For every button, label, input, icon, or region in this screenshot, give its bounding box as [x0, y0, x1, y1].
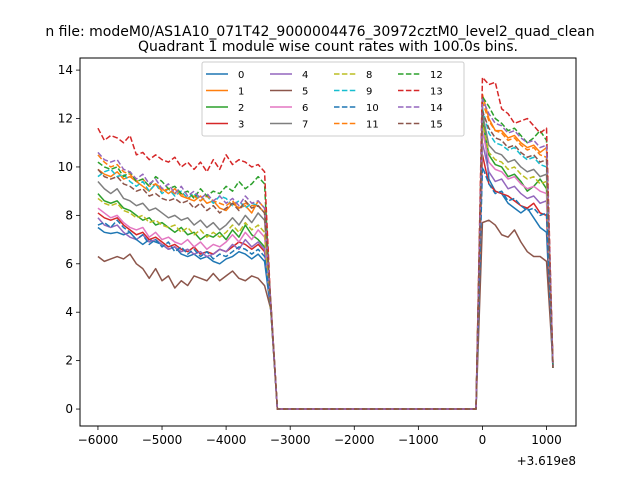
legend-label-2: 2 — [238, 103, 244, 114]
legend-label-6: 6 — [302, 103, 308, 114]
series-line-15 — [97, 110, 554, 410]
legend-label-10: 10 — [366, 103, 379, 114]
legend-label-7: 7 — [302, 120, 308, 131]
x-tick-label: −2000 — [334, 433, 375, 447]
y-tick-label: 14 — [58, 63, 73, 77]
series-layer — [97, 76, 554, 410]
x-tick-label: −6000 — [78, 433, 119, 447]
y-tick-label: 10 — [58, 160, 73, 174]
y-tick-label: 12 — [58, 112, 73, 126]
legend-label-0: 0 — [238, 70, 244, 81]
series-line-13 — [97, 76, 554, 410]
series-line-5 — [97, 219, 554, 410]
series-line-7 — [97, 112, 554, 410]
legend-box — [201, 61, 465, 137]
y-tick-label: 8 — [65, 208, 73, 222]
y-tick-label: 4 — [65, 305, 73, 319]
x-axis: −6000 −5000 −4000 −3000 −2000 −1000 0 1000 — [78, 426, 562, 447]
y-axis: 0 2 4 6 8 10 12 14 — [58, 63, 80, 416]
x-tick-label: −4000 — [206, 433, 247, 447]
x-tick-label: −3000 — [270, 433, 311, 447]
legend-label-5: 5 — [302, 87, 308, 98]
legend-label-13: 13 — [430, 87, 443, 98]
axes-frame — [79, 57, 577, 427]
legend-label-4: 4 — [302, 70, 308, 81]
x-offset-label: +3.619e8 — [517, 454, 576, 468]
y-tick-label: 0 — [65, 402, 73, 416]
figure-suptitle: n file: modeM0/AS1A10_071T42_9000004476_… — [45, 24, 594, 40]
chart-title: Quadrant 1 module wise count rates with … — [138, 39, 518, 55]
legend-label-12: 12 — [430, 70, 443, 81]
y-tick-label: 6 — [65, 257, 73, 271]
legend-label-9: 9 — [366, 87, 372, 98]
x-tick-label: 0 — [479, 433, 487, 447]
series-line-3 — [97, 154, 554, 410]
legend-label-1: 1 — [238, 87, 244, 98]
series-line-10 — [97, 166, 554, 410]
x-tick-label: −5000 — [142, 433, 183, 447]
y-tick-label: 2 — [65, 354, 73, 368]
legend-label-11: 11 — [366, 120, 379, 131]
legend-label-8: 8 — [366, 70, 372, 81]
series-line-4 — [97, 141, 554, 410]
legend-label-3: 3 — [238, 120, 244, 131]
legend-label-15: 15 — [430, 120, 443, 131]
series-line-11 — [97, 100, 554, 410]
legend-label-14: 14 — [430, 103, 443, 114]
x-tick-label: 1000 — [531, 433, 562, 447]
series-line-14 — [97, 98, 554, 410]
x-tick-label: −1000 — [398, 433, 439, 447]
